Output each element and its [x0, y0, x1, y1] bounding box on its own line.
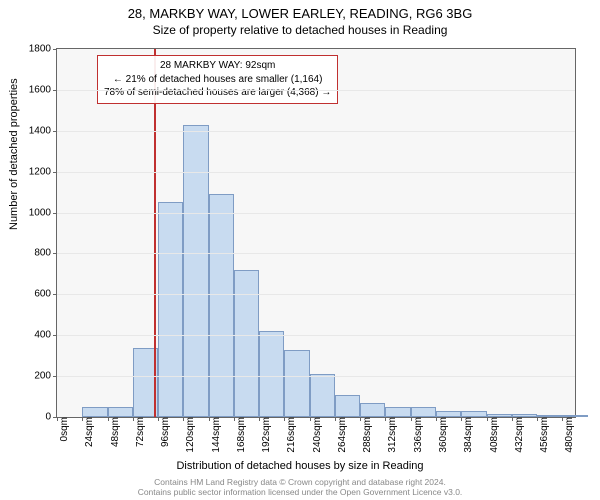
annotation-line-3: 78% of semi-detached houses are larger (…: [104, 86, 331, 100]
annotation-line-2: ← 21% of detached houses are smaller (1,…: [104, 73, 331, 87]
footer-line-1: Contains HM Land Registry data © Crown c…: [0, 477, 600, 488]
histogram-bar: [310, 374, 335, 417]
histogram-bar: [234, 270, 259, 417]
histogram-bar: [284, 350, 309, 417]
histogram-bar: [158, 202, 183, 417]
histogram-bar: [411, 407, 436, 417]
xtick-label: 0sqm: [53, 417, 70, 441]
xtick-label: 456sqm: [533, 417, 550, 453]
gridline: [57, 90, 575, 91]
annotation-line-1: 28 MARKBY WAY: 92sqm: [104, 59, 331, 73]
xtick-label: 384sqm: [457, 417, 474, 453]
ytick-label: 1800: [29, 44, 57, 55]
xtick-label: 480sqm: [558, 417, 575, 453]
xtick-label: 48sqm: [104, 417, 121, 447]
xtick-label: 144sqm: [205, 417, 222, 453]
gridline: [57, 294, 575, 295]
xtick-label: 264sqm: [331, 417, 348, 453]
title-block: 28, MARKBY WAY, LOWER EARLEY, READING, R…: [0, 0, 600, 37]
chart-subtitle: Size of property relative to detached ho…: [0, 23, 600, 37]
histogram-bar: [385, 407, 410, 417]
chart-plot-area: 28 MARKBY WAY: 92sqm ← 21% of detached h…: [56, 48, 576, 418]
y-axis-label: Number of detached properties: [8, 78, 20, 230]
ytick-label: 1000: [29, 207, 57, 218]
histogram-bar: [259, 331, 284, 417]
histogram-bar: [82, 407, 107, 417]
gridline: [57, 335, 575, 336]
chart-title: 28, MARKBY WAY, LOWER EARLEY, READING, R…: [0, 6, 600, 21]
ytick-label: 1400: [29, 125, 57, 136]
xtick-label: 432sqm: [508, 417, 525, 453]
histogram-bar: [108, 407, 133, 417]
x-axis-label: Distribution of detached houses by size …: [0, 460, 600, 472]
ytick-label: 1200: [29, 166, 57, 177]
xtick-label: 96sqm: [154, 417, 171, 447]
xtick-label: 360sqm: [432, 417, 449, 453]
histogram-bar: [209, 194, 234, 417]
gridline: [57, 131, 575, 132]
ytick-label: 200: [34, 371, 57, 382]
ytick-label: 800: [34, 248, 57, 259]
xtick-label: 192sqm: [255, 417, 272, 453]
xtick-label: 288sqm: [356, 417, 373, 453]
gridline: [57, 253, 575, 254]
property-marker-line: [154, 49, 156, 417]
xtick-label: 240sqm: [306, 417, 323, 453]
gridline: [57, 376, 575, 377]
histogram-bar: [183, 125, 208, 417]
ytick-label: 400: [34, 330, 57, 341]
xtick-label: 312sqm: [381, 417, 398, 453]
ytick-label: 600: [34, 289, 57, 300]
xtick-label: 120sqm: [179, 417, 196, 453]
xtick-label: 168sqm: [230, 417, 247, 453]
xtick-label: 72sqm: [129, 417, 146, 447]
bars-layer: [57, 49, 575, 417]
annotation-box: 28 MARKBY WAY: 92sqm ← 21% of detached h…: [97, 55, 338, 104]
gridline: [57, 213, 575, 214]
gridline: [57, 172, 575, 173]
footer: Contains HM Land Registry data © Crown c…: [0, 477, 600, 498]
footer-line-2: Contains public sector information licen…: [0, 487, 600, 498]
xtick-label: 216sqm: [280, 417, 297, 453]
histogram-bar: [335, 395, 360, 417]
ytick-label: 1600: [29, 84, 57, 95]
histogram-bar: [360, 403, 385, 417]
xtick-label: 408sqm: [483, 417, 500, 453]
xtick-label: 336sqm: [407, 417, 424, 453]
xtick-label: 24sqm: [78, 417, 95, 447]
